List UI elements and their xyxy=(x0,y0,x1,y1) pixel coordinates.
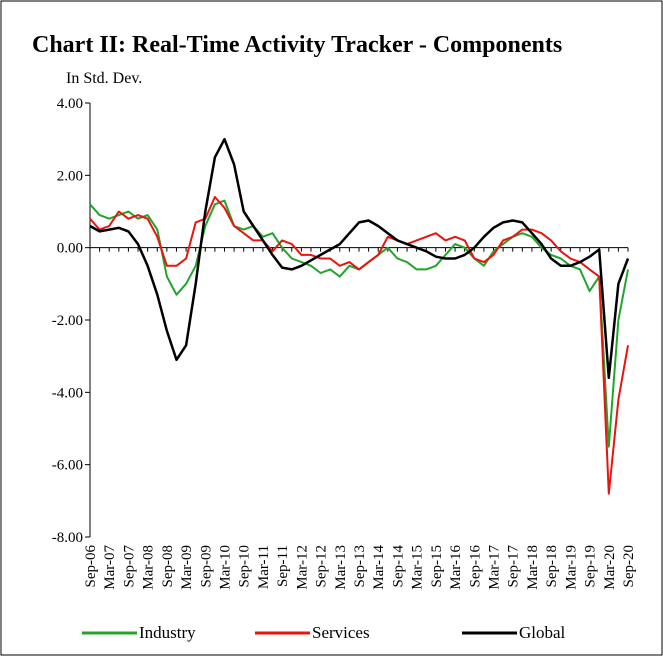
x-tick-label: Sep-08 xyxy=(160,545,176,588)
x-tick-label: Sep-07 xyxy=(121,545,137,588)
x-tick-label: Sep-17 xyxy=(506,545,522,588)
x-tick-label: Sep-13 xyxy=(352,545,368,588)
x-tick-label: Mar-10 xyxy=(218,545,234,590)
x-tick-label: Sep-20 xyxy=(621,545,637,588)
y-tick-label: -8.00 xyxy=(52,530,83,546)
x-tick-label: Mar-13 xyxy=(333,545,349,590)
x-tick-label: Mar-20 xyxy=(602,545,618,590)
x-tick-label: Mar-16 xyxy=(448,545,464,590)
x-tick-label: Mar-14 xyxy=(371,545,387,590)
x-tick-label: Sep-19 xyxy=(583,545,599,588)
x-tick-label: Sep-06 xyxy=(83,545,99,588)
x-tick-label: Mar-15 xyxy=(410,545,426,590)
x-tick-label: Sep-16 xyxy=(467,545,483,588)
y-tick-label: 4.00 xyxy=(57,96,83,112)
legend-label: Industry xyxy=(139,623,196,642)
chart-title: Chart II: Real-Time Activity Tracker - C… xyxy=(32,32,562,58)
x-tick-label: Sep-10 xyxy=(237,545,253,588)
x-tick-label: Sep-15 xyxy=(429,545,445,588)
x-tick-label: Sep-18 xyxy=(544,545,560,588)
y-tick-label: 0.00 xyxy=(57,241,83,257)
x-tick-label: Mar-09 xyxy=(179,545,195,590)
y-tick-label: -4.00 xyxy=(52,385,83,401)
x-tick-label: Sep-09 xyxy=(198,545,214,588)
x-tick-label: Mar-07 xyxy=(102,545,118,590)
series-line xyxy=(89,137,630,380)
x-tick-label: Sep-12 xyxy=(314,545,330,588)
x-tick-label: Mar-19 xyxy=(563,545,579,590)
y-tick-label: -6.00 xyxy=(52,458,83,474)
x-tick-label: Sep-11 xyxy=(275,545,291,587)
x-tick-label: Mar-17 xyxy=(487,545,503,590)
x-tick-label: Sep-14 xyxy=(390,545,406,588)
legend-label: Global xyxy=(519,623,566,642)
y-tick-label: 2.00 xyxy=(57,168,83,184)
x-tick-label: Mar-12 xyxy=(294,545,310,590)
y-axis-label: In Std. Dev. xyxy=(66,70,142,87)
y-tick-label: -2.00 xyxy=(52,313,83,329)
x-tick-label: Mar-08 xyxy=(141,545,157,590)
series-line xyxy=(89,196,629,495)
legend-label: Services xyxy=(312,623,370,642)
x-tick-label: Mar-18 xyxy=(525,545,541,590)
x-tick-label: Mar-11 xyxy=(256,545,272,589)
